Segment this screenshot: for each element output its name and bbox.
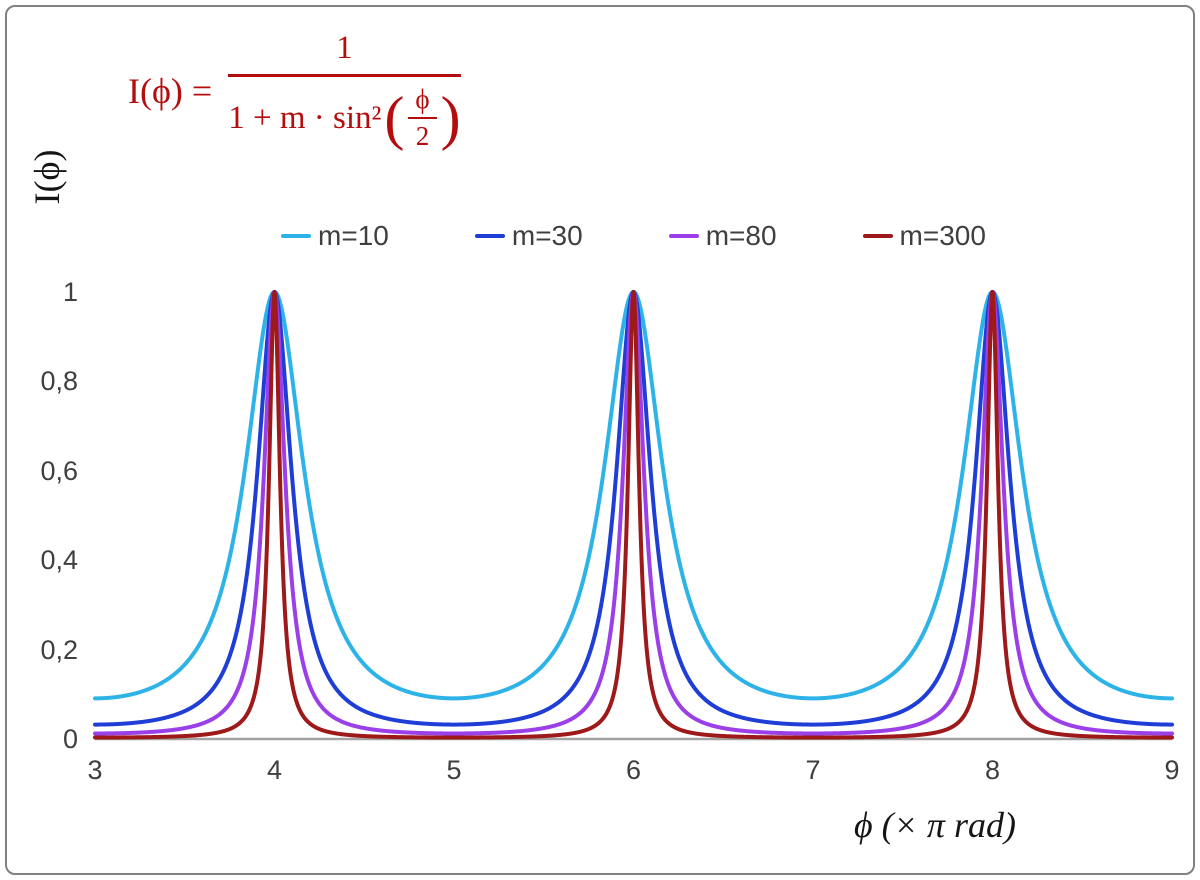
legend-swatch [281, 234, 312, 238]
legend-label: m=30 [511, 220, 583, 251]
x-tick-label: 3 [87, 755, 103, 785]
series-line-m=30 [93, 290, 1174, 727]
y-tick-label: 0 [62, 724, 78, 754]
legend-label: m=300 [899, 220, 986, 251]
x-tick-label: 7 [805, 755, 821, 785]
intensity-formula: I(ϕ) = 1 1 + m · sin² ( ϕ 2 ) [128, 30, 461, 152]
y-tick-label: 0,2 [40, 634, 78, 665]
inner-fraction: ϕ 2 [408, 84, 437, 152]
close-paren: ) [440, 85, 461, 151]
formula-numerator: 1 [228, 30, 461, 77]
legend-item-m-300: m=300 [862, 220, 986, 252]
y-tick-label: 0,4 [40, 545, 78, 576]
formula-fraction: 1 1 + m · sin² ( ϕ 2 ) [228, 30, 461, 152]
x-tick-label: 5 [446, 755, 462, 785]
x-tick-label: 6 [625, 755, 642, 785]
legend-item-m-10: m=10 [281, 220, 389, 252]
legend-item-m-80: m=80 [668, 220, 777, 252]
legend-item-m-30: m=30 [474, 220, 583, 252]
inner-fraction-numerator: ϕ [408, 84, 437, 119]
x-tick-label: 4 [266, 755, 283, 785]
formula-lhs: I(ϕ) = [128, 71, 213, 111]
x-axis-title: ϕ (× π rad) [854, 805, 1016, 845]
formula-denominator: 1 + m · sin² ( ϕ 2 ) [228, 77, 460, 152]
y-tick-label: 0,8 [40, 366, 78, 397]
y-axis-title: I(ϕ) [27, 149, 67, 205]
series-line-m=80 [93, 290, 1174, 736]
legend-swatch [862, 234, 893, 238]
legend-swatch [474, 234, 505, 238]
legend-swatch [668, 234, 699, 238]
x-tick-label: 8 [984, 755, 1001, 785]
inner-fraction-denominator: 2 [415, 121, 430, 151]
formula-denominator-text: 1 + m · sin² [228, 99, 382, 136]
open-paren: ( [384, 85, 405, 151]
x-tick-label: 9 [1164, 755, 1180, 785]
legend-label: m=10 [318, 220, 389, 251]
y-tick-label: 0,6 [40, 455, 78, 486]
legend: m=10 m=30 m=80 m=300 [95, 220, 1172, 252]
series-line-m=300 [93, 290, 1174, 740]
legend-label: m=80 [705, 220, 777, 251]
y-tick-label: 1 [62, 277, 78, 307]
